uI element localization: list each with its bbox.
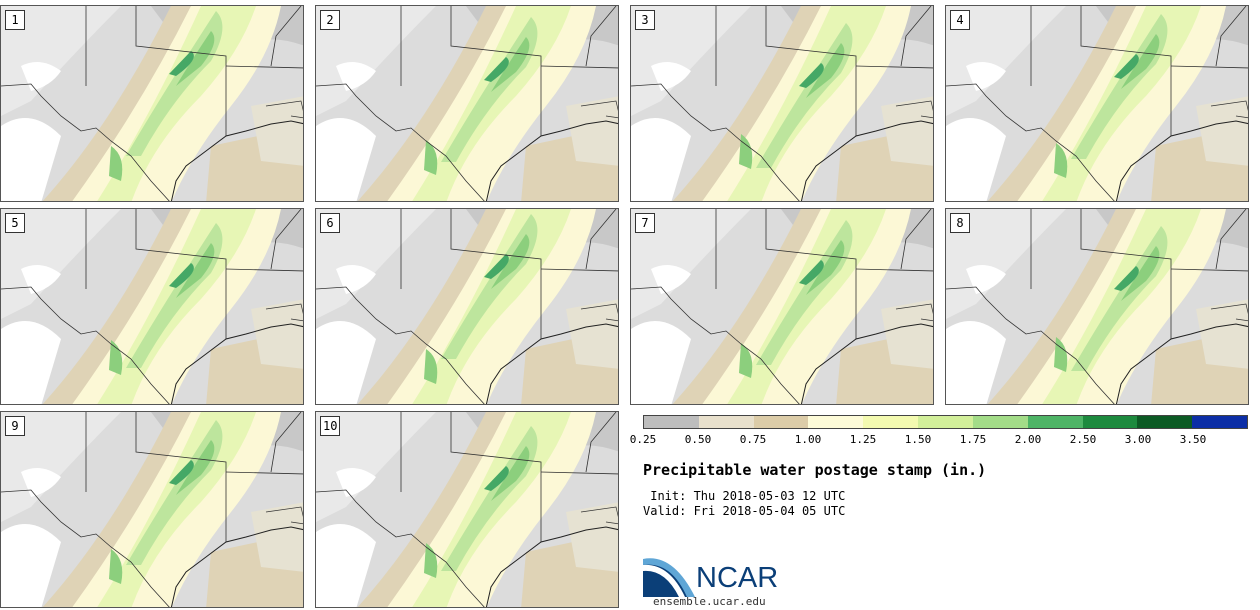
color-scale-tick-label: 2.50: [1069, 433, 1097, 446]
ensemble-member-panel: 9: [0, 411, 304, 608]
ensemble-member-panel: 8: [945, 208, 1249, 405]
ensemble-member-panel: 4: [945, 5, 1249, 202]
color-scale-tick-label: 1.75: [959, 433, 987, 446]
color-scale-tick-label: 1.50: [904, 433, 932, 446]
color-scale-tick-label: 1.00: [794, 433, 822, 446]
member-number-label: 3: [635, 10, 655, 30]
member-number-label: 2: [320, 10, 340, 30]
website-label: ensemble.ucar.edu: [653, 595, 766, 608]
color-scale-segment: [808, 416, 864, 428]
valid-time: Valid: Fri 2018-05-04 05 UTC: [643, 504, 846, 518]
ncar-logo-icon: [643, 558, 695, 597]
color-scale-segment: [644, 416, 699, 428]
ncar-logo-text: NCAR: [696, 562, 779, 594]
ensemble-member-panel: 6: [315, 208, 619, 405]
init-time: Init: Thu 2018-05-03 12 UTC: [643, 489, 846, 503]
figure-title: Precipitable water postage stamp (in.): [643, 461, 987, 479]
ensemble-member-panel: 2: [315, 5, 619, 202]
member-number-label: 5: [5, 213, 25, 233]
color-scale-tick-label: 0.50: [684, 433, 712, 446]
color-scale-segment: [863, 416, 919, 428]
color-scale-segment: [1027, 416, 1083, 428]
color-scale-tick-label: 3.00: [1124, 433, 1152, 446]
member-number-label: 8: [950, 213, 970, 233]
color-scale-segment: [972, 416, 1028, 428]
member-number-label: 7: [635, 213, 655, 233]
member-number-label: 1: [5, 10, 25, 30]
color-scale-tick-label: 1.25: [849, 433, 877, 446]
color-scale-bar: [643, 415, 1248, 429]
member-number-label: 4: [950, 10, 970, 30]
color-scale-tick-label: 0.75: [739, 433, 767, 446]
ensemble-member-panel: 1: [0, 5, 304, 202]
member-number-label: 10: [320, 416, 341, 436]
color-scale-segment: [918, 416, 973, 428]
ensemble-member-panel: 7: [630, 208, 934, 405]
color-scale-segment: [1192, 416, 1247, 428]
color-scale-segment: [1082, 416, 1138, 428]
member-number-label: 9: [5, 416, 25, 436]
color-scale-segment: [753, 416, 809, 428]
member-number-label: 6: [320, 213, 340, 233]
color-scale-segment: [698, 416, 754, 428]
color-scale-tick-label: 3.50: [1179, 433, 1207, 446]
color-scale-tick-label: 2.00: [1014, 433, 1042, 446]
color-scale-segment: [1137, 416, 1193, 428]
ensemble-member-panel: 3: [630, 5, 934, 202]
ensemble-member-panel: 5: [0, 208, 304, 405]
ensemble-member-panel: 10: [315, 411, 619, 608]
color-scale-tick-label: 0.25: [629, 433, 657, 446]
color-scale-ticks: 0.25 0.50 0.75 1.00 1.25 1.50 1.75 2.00 2.50 3.00…: [630, 433, 1248, 447]
